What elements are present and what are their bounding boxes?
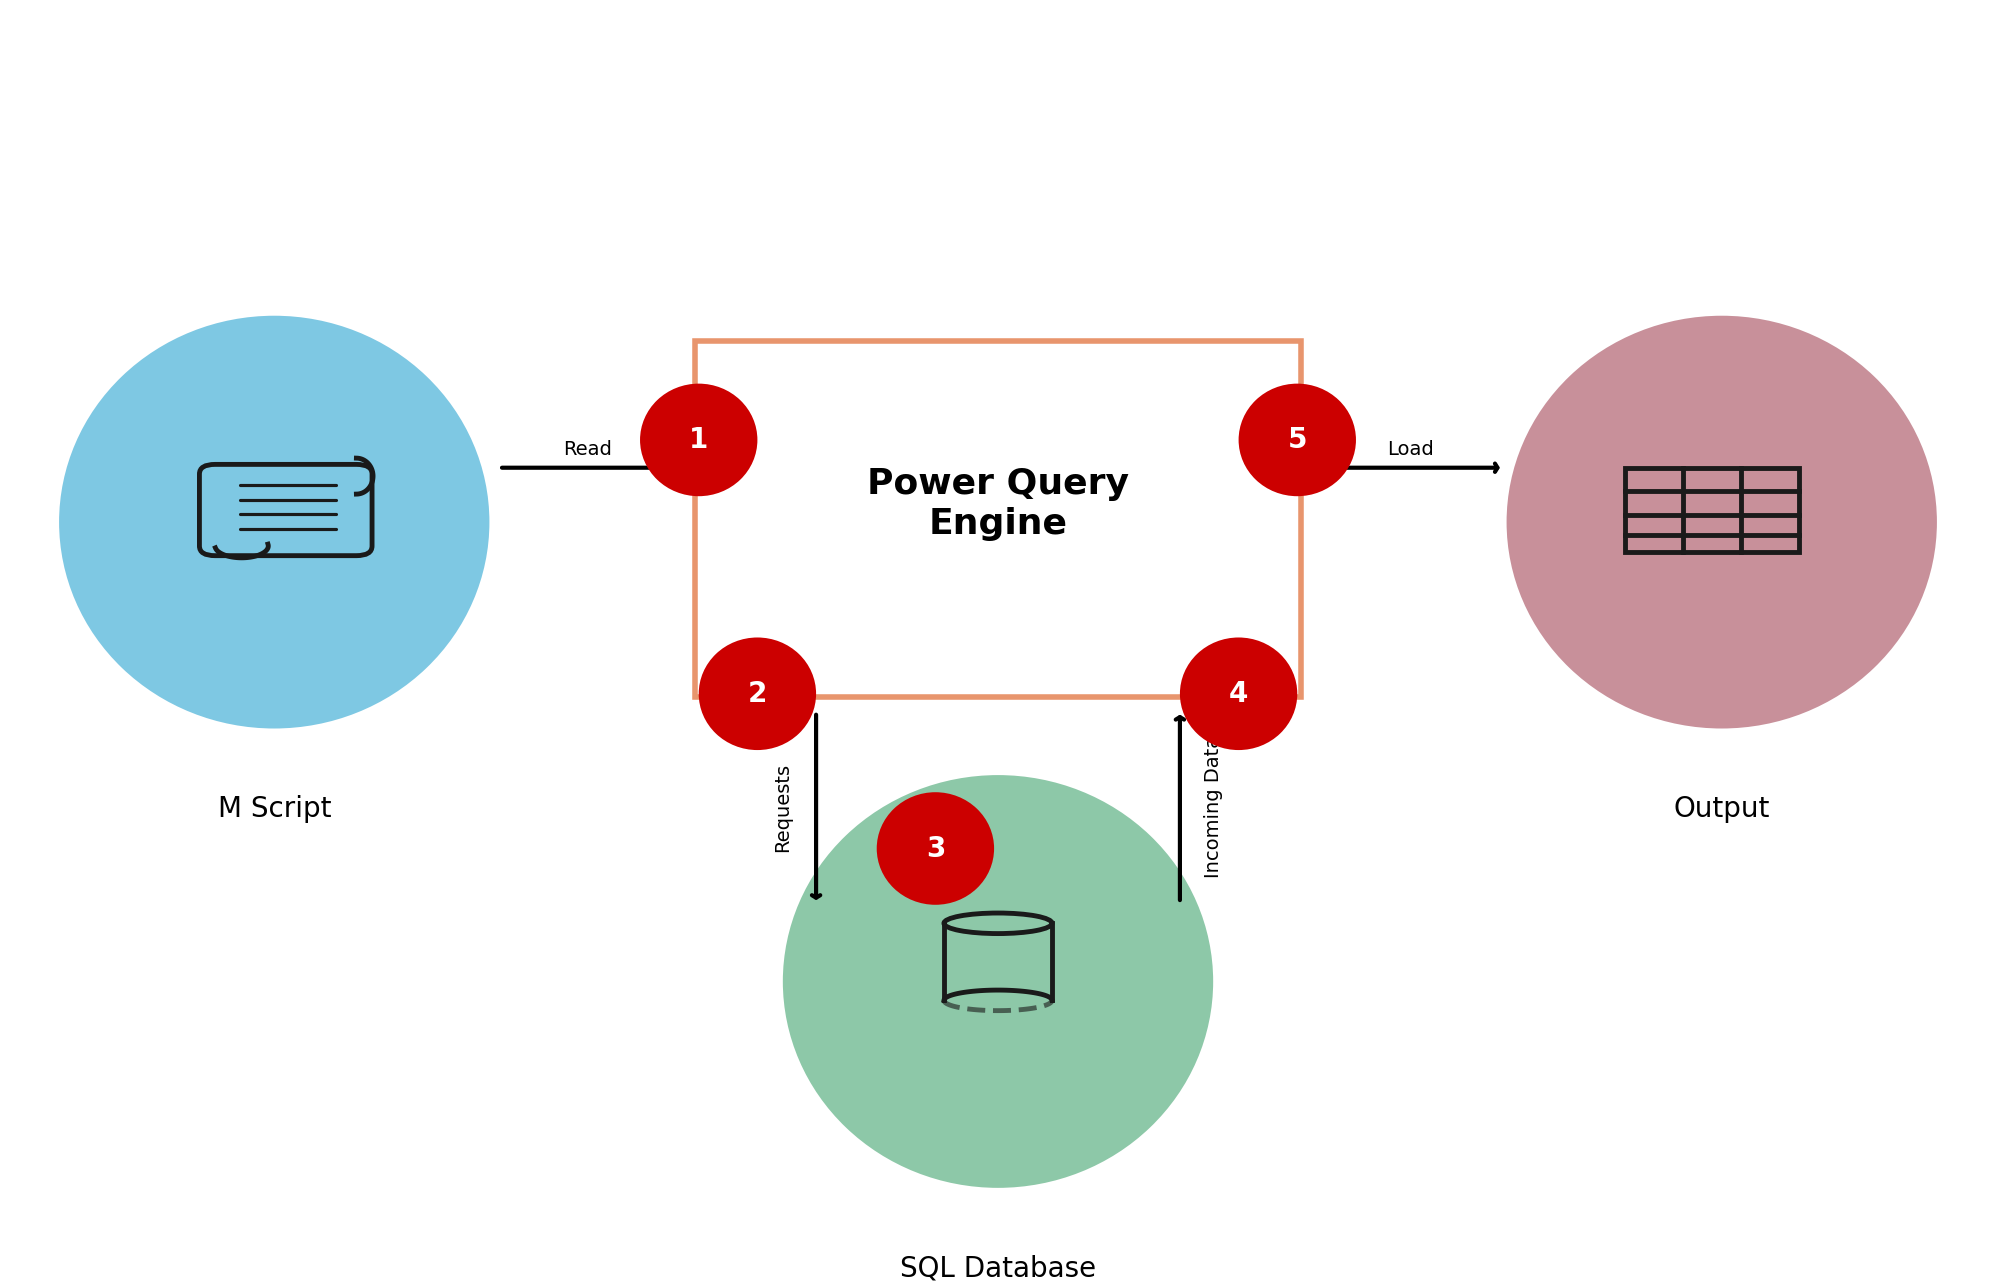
Text: M Script: M Script <box>218 795 331 823</box>
Text: 4: 4 <box>1230 680 1248 707</box>
Text: 3: 3 <box>926 835 944 863</box>
Text: Requests: Requests <box>772 763 792 851</box>
Ellipse shape <box>699 638 816 750</box>
Text: Incoming Data: Incoming Data <box>1204 737 1224 878</box>
Ellipse shape <box>1180 638 1297 750</box>
Bar <box>1625 468 1798 552</box>
Ellipse shape <box>782 775 1214 1188</box>
Text: Output: Output <box>1673 795 1770 823</box>
Bar <box>695 341 1301 697</box>
Text: 1: 1 <box>689 426 709 454</box>
Ellipse shape <box>876 792 994 905</box>
Text: Read: Read <box>563 440 611 459</box>
Text: 2: 2 <box>748 680 766 707</box>
Ellipse shape <box>60 316 489 728</box>
Text: 5: 5 <box>1287 426 1307 454</box>
FancyBboxPatch shape <box>200 464 371 556</box>
Text: Load: Load <box>1387 440 1433 459</box>
Text: Power Query
Engine: Power Query Engine <box>866 467 1130 540</box>
Ellipse shape <box>1507 316 1936 728</box>
Text: SQL Database: SQL Database <box>900 1254 1096 1282</box>
Ellipse shape <box>1240 383 1355 496</box>
Ellipse shape <box>641 383 756 496</box>
